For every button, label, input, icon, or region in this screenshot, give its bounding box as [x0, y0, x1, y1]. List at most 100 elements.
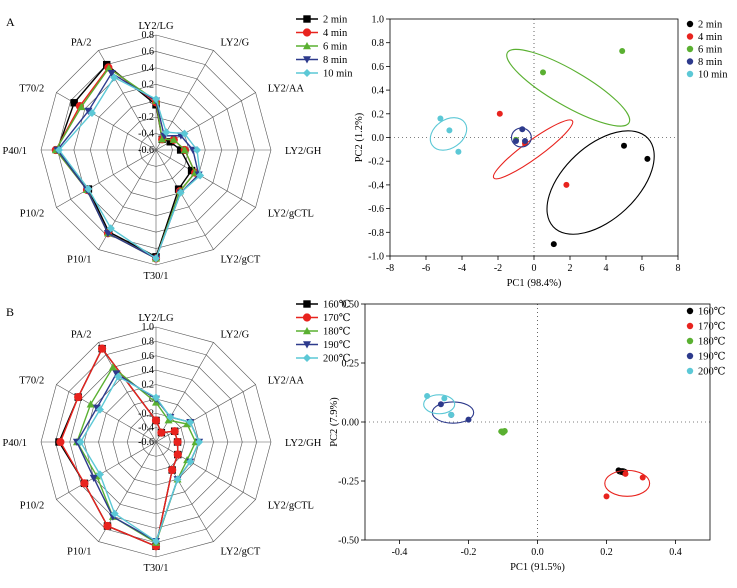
radar-spoke: [155, 441, 214, 542]
legend-marker: [686, 307, 694, 315]
x-axis-label: PC1 (91.5%): [510, 562, 565, 573]
scatter-point: [513, 138, 519, 145]
radar-point: [56, 437, 65, 447]
radar-point: [76, 438, 85, 446]
legend-label: 10 min: [323, 69, 353, 80]
legend-marker: [686, 58, 694, 65]
radar-spoke: [56, 149, 157, 208]
confidence-ellipse: [429, 117, 468, 151]
radar-tick-label: -0.6: [138, 437, 154, 448]
x-tick-label: -4: [458, 263, 466, 274]
radar-point: [169, 135, 178, 143]
legend-label: 190℃: [323, 340, 351, 351]
legend-label: 160℃: [698, 307, 726, 318]
scatter-point: [448, 411, 455, 418]
x-tick-label: 4: [604, 263, 609, 274]
legend-marker: [303, 42, 311, 50]
radar-tick-label: 0.4: [142, 365, 155, 376]
radar-tick-label: -0.2: [138, 408, 154, 419]
y-tick-label: -0.6: [368, 204, 384, 215]
radar-spoke: [155, 342, 214, 443]
radar-point: [92, 404, 101, 412]
x-tick-label: -6: [422, 263, 430, 274]
radar-point: [110, 509, 119, 518]
radar-axis-label: LY2/G: [221, 330, 250, 341]
legend-label: 10 min: [698, 70, 728, 81]
scatter-point: [519, 126, 526, 133]
radar-point: [77, 102, 86, 111]
legend-marker: [302, 313, 312, 322]
radar-point: [196, 171, 205, 180]
scatter-point: [496, 110, 503, 117]
radar-spoke: [155, 149, 256, 208]
radar-axis-label: LY2/GH: [285, 146, 322, 157]
radar-point: [180, 129, 189, 138]
scatter-point: [603, 493, 610, 500]
legend-label: 6 min: [323, 42, 348, 53]
radar-point: [162, 128, 171, 137]
radar-point: [152, 254, 160, 263]
x-tick-label: 8: [676, 263, 681, 274]
radar-point: [84, 107, 93, 115]
y-tick-label: 0.00: [342, 418, 360, 429]
legend-label: 8 min: [323, 55, 348, 66]
x-tick-label: 0: [532, 263, 537, 274]
y-tick-label: 0.0: [372, 133, 385, 144]
y-axis-label: PC2 (1.2%): [354, 112, 365, 162]
legend-marker: [303, 15, 311, 23]
radar-spoke: [56, 384, 157, 443]
legend-marker: [686, 70, 694, 78]
radar-tick-label: 0.2: [142, 380, 155, 391]
radar-axis-label: LY2/LG: [138, 313, 174, 324]
radar-axis-label: P40/1: [2, 438, 27, 449]
radar-point: [151, 416, 161, 425]
radar-point: [95, 405, 104, 414]
legend-marker: [303, 56, 311, 64]
x-tick-label: 0.2: [600, 547, 613, 558]
radar-point: [193, 146, 202, 154]
scatter-point: [563, 181, 570, 188]
radar-axis-label: T70/2: [19, 84, 44, 95]
radar-chart-b: B-0.6-0.4-0.200.20.40.60.81.0LY2/LGLY2/G…: [2, 300, 350, 575]
radar-axis-label: LY2/gCTL: [268, 501, 314, 512]
radar-axis-label: PA/2: [71, 38, 92, 49]
radar-tick-label: 1.0: [142, 322, 155, 333]
confidence-ellipse: [604, 469, 651, 497]
legend-label: 2 min: [698, 20, 723, 31]
radar-point: [86, 400, 95, 408]
radar-point: [70, 99, 78, 107]
y-tick-label: 0.4: [372, 86, 385, 97]
scatter-point: [622, 470, 629, 477]
radar-spoke: [155, 149, 214, 250]
radar-point: [180, 146, 189, 154]
radar-point: [112, 370, 121, 378]
scatter-point: [465, 416, 472, 423]
radar-axis-label: P40/1: [2, 146, 27, 157]
radar-spoke: [155, 384, 256, 443]
radar-axis-label: LY2/LG: [138, 21, 174, 32]
radar-point: [186, 418, 195, 427]
radar-spoke: [98, 342, 157, 443]
legend-marker: [303, 341, 311, 349]
radar-axis-label: LY2/AA: [268, 376, 305, 387]
radar-axis-label: LY2/gCTL: [268, 209, 314, 220]
legend-label: 8 min: [698, 57, 723, 68]
scatter-point: [550, 241, 557, 248]
radar-series-line: [54, 66, 196, 260]
legend-marker: [302, 28, 312, 37]
legend-marker: [686, 352, 694, 360]
radar-point: [110, 73, 119, 82]
radar-point: [80, 479, 89, 488]
confidence-ellipse: [492, 119, 574, 180]
confidence-ellipse: [506, 48, 631, 127]
radar-tick-label: -0.6: [138, 145, 154, 156]
radar-point: [89, 474, 98, 482]
radar-point: [164, 416, 173, 424]
radar-point: [166, 413, 175, 422]
radar-axis-label: LY2/gCT: [221, 254, 261, 265]
legend-label: 160℃: [323, 300, 351, 311]
x-tick-label: -0.2: [461, 547, 477, 558]
scatter-point: [540, 69, 546, 76]
radar-tick-label: 0.8: [142, 30, 155, 41]
